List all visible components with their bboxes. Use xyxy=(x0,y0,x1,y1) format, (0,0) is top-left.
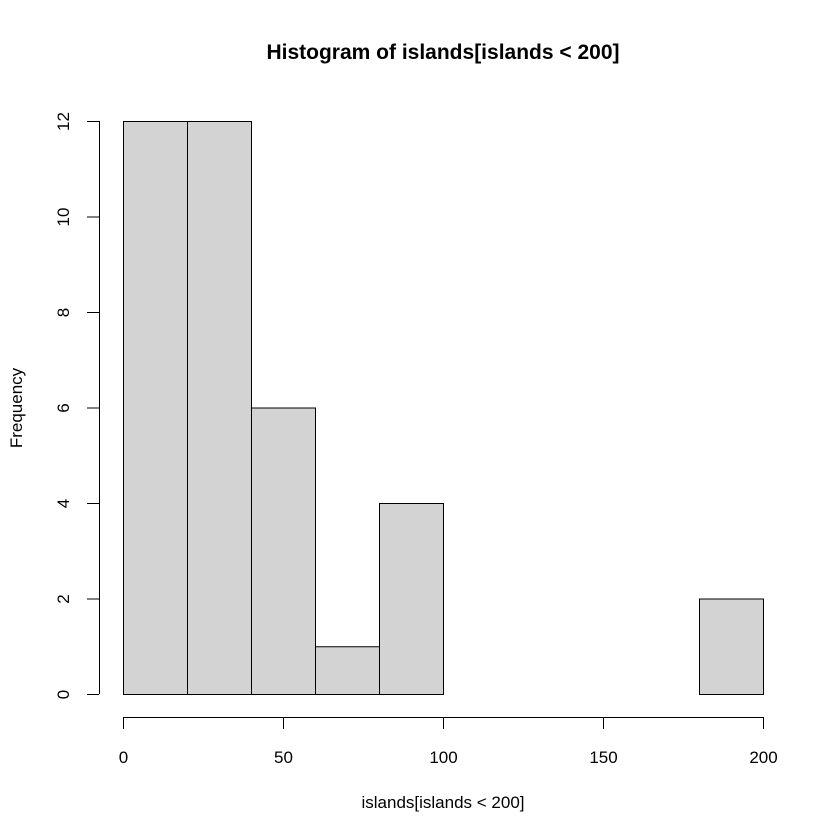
bars-group xyxy=(123,121,764,695)
histogram-bar xyxy=(699,598,764,695)
y-tick-label: 4 xyxy=(54,499,73,508)
x-tick-label: 200 xyxy=(749,748,777,767)
y-tick-label: 6 xyxy=(54,403,73,412)
histogram-bar xyxy=(123,121,188,695)
y-axis-label: Frequency xyxy=(7,367,26,448)
x-tick-label: 50 xyxy=(274,748,293,767)
chart-title: Histogram of islands[islands < 200] xyxy=(266,41,619,64)
y-axis: 0 2 4 6 8 10 12 xyxy=(54,112,100,699)
histogram-bar xyxy=(315,646,380,695)
y-tick-label: 12 xyxy=(54,112,73,131)
y-tick-label: 10 xyxy=(54,208,73,227)
y-tick-label: 2 xyxy=(54,594,73,603)
x-tick-label: 100 xyxy=(429,748,457,767)
x-tick-label: 0 xyxy=(119,748,128,767)
histogram-bar xyxy=(187,121,252,695)
x-axis-label: islands[islands < 200] xyxy=(361,793,524,812)
x-axis: 0 50 100 150 200 xyxy=(119,717,778,767)
y-tick-label: 8 xyxy=(54,308,73,317)
histogram-bar xyxy=(251,407,316,695)
y-tick-label: 0 xyxy=(54,690,73,699)
x-tick-label: 150 xyxy=(589,748,617,767)
histogram-bar xyxy=(379,503,444,695)
